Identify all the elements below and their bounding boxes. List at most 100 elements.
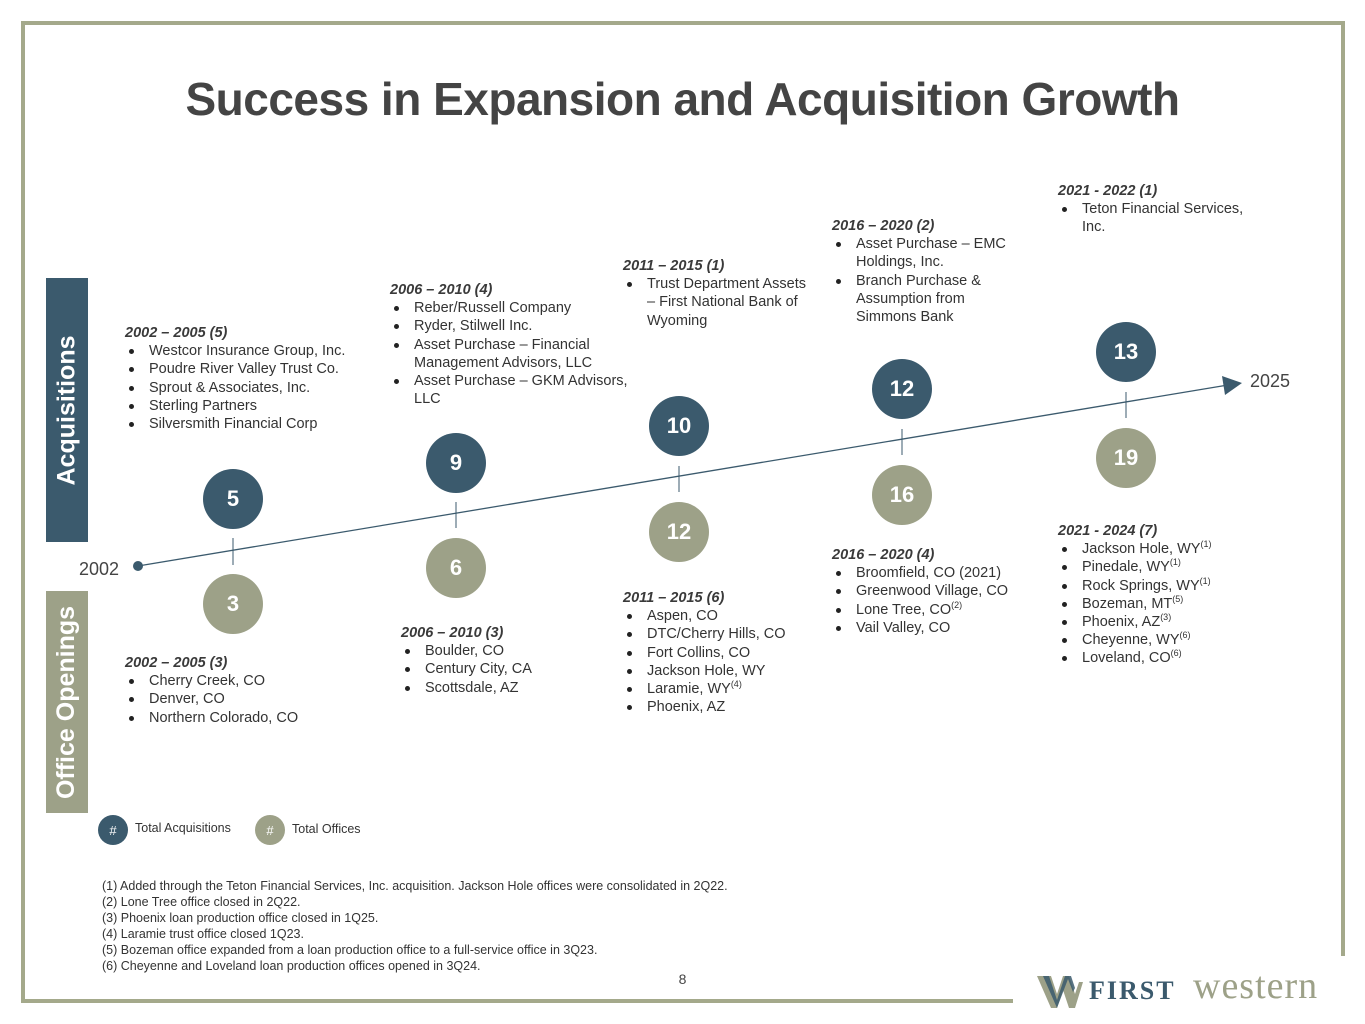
slide-frame-top (21, 21, 1345, 25)
acquisitions-group-2011-2015: 2011 – 2015 (1) Trust Department Assets … (623, 257, 813, 330)
acquisitions-group-2021-2022: 2021 - 2022 (1) Teton Financial Services… (1058, 182, 1253, 237)
office-item: Laramie, WY(4) (623, 680, 786, 698)
offices-group-2002-2005: 2002 – 2005 (3) Cherry Creek, CO Denver,… (125, 654, 298, 727)
acquisitions-period-heading: 2011 – 2015 (1) (623, 258, 725, 274)
office-item: Cherry Creek, CO (125, 672, 298, 690)
acquisition-item: Ryder, Stilwell Inc. (390, 317, 640, 335)
acquisition-item: Poudre River Valley Trust Co. (125, 360, 345, 378)
office-openings-band: Office Openings (46, 591, 88, 813)
acquisitions-period-heading: 2002 – 2005 (5) (125, 325, 228, 341)
slide-frame-right (1341, 21, 1345, 956)
office-item: Aspen, CO (623, 607, 786, 625)
office-item: Scottsdale, AZ (401, 679, 532, 697)
page-title: Success in Expansion and Acquisition Gro… (185, 73, 1180, 125)
acquisition-item: Westcor Insurance Group, Inc. (125, 342, 345, 360)
offices-total-bubble: 6 (426, 538, 486, 598)
footnote: (5) Bozeman office expanded from a loan … (102, 943, 598, 957)
offices-period-heading: 2021 - 2024 (7) (1058, 523, 1158, 539)
acquisitions-group-2002-2005: 2002 – 2005 (5) Westcor Insurance Group,… (125, 324, 345, 433)
legend-offices-swatch: # (255, 815, 285, 845)
slide-frame-bottom (21, 999, 1013, 1003)
office-item: Vail Valley, CO (832, 619, 1008, 637)
timeline-arrowhead (1222, 376, 1242, 395)
office-item: Phoenix, AZ (623, 698, 786, 716)
footnote-marker: (5) (1172, 593, 1184, 604)
footnote-marker: (6) (1170, 648, 1182, 659)
office-item: Boulder, CO (401, 642, 532, 660)
acquisitions-period-heading: 2021 - 2022 (1) (1058, 183, 1158, 199)
office-item: Jackson Hole, WY (623, 662, 786, 680)
offices-group-2006-2010: 2006 – 2010 (3) Boulder, CO Century City… (401, 624, 532, 697)
slide-frame-left (21, 21, 25, 1003)
footnote: (1) Added through the Teton Financial Se… (102, 879, 728, 893)
acquisition-item: Asset Purchase – Financial Management Ad… (390, 336, 640, 372)
footnote: (3) Phoenix loan production office close… (102, 911, 379, 925)
footnote-marker: (1) (1199, 575, 1211, 586)
office-item: Pinedale, WY(1) (1058, 558, 1211, 576)
offices-total-bubble: 19 (1096, 428, 1156, 488)
acquisition-item: Teton Financial Services, Inc. (1058, 200, 1253, 236)
footnote-marker: (4) (730, 679, 742, 690)
office-item: Rock Springs, WY(1) (1058, 575, 1211, 595)
offices-total-bubble: 16 (872, 465, 932, 525)
offices-group-2011-2015: 2011 – 2015 (6) Aspen, CO DTC/Cherry Hil… (623, 589, 786, 716)
office-item: Denver, CO (125, 690, 298, 708)
offices-total-bubble: 12 (649, 502, 709, 562)
acquisitions-period-heading: 2006 – 2010 (4) (390, 282, 493, 298)
acquisitions-group-2006-2010: 2006 – 2010 (4) Reber/Russell Company Ry… (390, 281, 640, 408)
acquisitions-period-heading: 2016 – 2020 (2) (832, 218, 935, 234)
footnote-marker: (1) (1169, 557, 1181, 568)
office-item: Broomfield, CO (2021) (832, 564, 1008, 582)
offices-period-heading: 2002 – 2005 (3) (125, 655, 228, 671)
acquisition-item: Reber/Russell Company (390, 299, 640, 317)
offices-group-2021-2024: 2021 - 2024 (7) Jackson Hole, WY(1) Pine… (1058, 522, 1211, 668)
office-item: Loveland, CO(6) (1058, 649, 1211, 667)
footnote: (4) Laramie trust office closed 1Q23. (102, 927, 304, 941)
acquisition-item: Branch Purchase & Assumption from Simmon… (832, 272, 1027, 327)
timeline-axis (137, 384, 1229, 567)
acquisitions-total-bubble: 10 (649, 396, 709, 456)
timeline-start-year: 2002 (79, 559, 120, 579)
acquisition-item: Asset Purchase – EMC Holdings, Inc. (832, 235, 1027, 271)
acquisition-item: Asset Purchase – GKM Advisors, LLC (390, 372, 640, 408)
offices-group-2016-2020: 2016 – 2020 (4) Broomfield, CO (2021) Gr… (832, 546, 1008, 637)
footnotes: (1) Added through the Teton Financial Se… (102, 878, 728, 974)
office-item: DTC/Cherry Hills, CO (623, 625, 786, 643)
page-number: 8 (678, 971, 687, 987)
logo-wordmark-first: FIRST (1089, 976, 1176, 1005)
legend-acquisitions-label: Total Acquisitions (135, 821, 231, 835)
timeline-start-dot (133, 561, 143, 571)
footnote-marker: (2) (951, 599, 963, 610)
office-item: Fort Collins, CO (623, 644, 786, 662)
office-item: Northern Colorado, CO (125, 709, 298, 727)
acquisition-item: Silversmith Financial Corp (125, 415, 345, 433)
acquisitions-group-2016-2020: 2016 – 2020 (2) Asset Purchase – EMC Hol… (832, 217, 1027, 326)
offices-period-heading: 2016 – 2020 (4) (832, 547, 935, 563)
legend-offices-label: Total Offices (292, 822, 361, 836)
acquisition-item: Sterling Partners (125, 397, 345, 415)
offices-period-heading: 2011 – 2015 (6) (623, 590, 725, 606)
office-item: Phoenix, AZ(3) (1058, 613, 1211, 631)
timeline-end-year: 2025 (1250, 371, 1291, 391)
acquisition-item: Trust Department Assets – First National… (623, 275, 813, 330)
logo-mark-icon (1037, 976, 1083, 1008)
footnote: (2) Lone Tree office closed in 2Q22. (102, 895, 301, 909)
office-item: Lone Tree, CO(2) (832, 599, 1008, 619)
office-item: Bozeman, MT(5) (1058, 593, 1211, 613)
office-item: Cheyenne, WY(6) (1058, 631, 1211, 649)
footnote: (6) Cheyenne and Loveland loan productio… (102, 959, 481, 973)
offices-period-heading: 2006 – 2010 (3) (401, 625, 504, 641)
footnote-marker: (1) (1200, 539, 1212, 550)
offices-total-bubble: 3 (203, 574, 263, 634)
acquisitions-band: Acquisitions (46, 278, 88, 542)
acquisition-item: Sprout & Associates, Inc. (125, 379, 345, 397)
footnote-marker: (6) (1179, 630, 1191, 641)
office-item: Greenwood Village, CO (832, 582, 1008, 600)
acquisitions-total-bubble: 13 (1096, 322, 1156, 382)
logo-wordmark-western: western (1193, 965, 1319, 1007)
acquisitions-total-bubble: 5 (203, 469, 263, 529)
footnote-marker: (3) (1160, 612, 1172, 623)
office-item: Century City, CA (401, 660, 532, 678)
acquisitions-total-bubble: 9 (426, 433, 486, 493)
